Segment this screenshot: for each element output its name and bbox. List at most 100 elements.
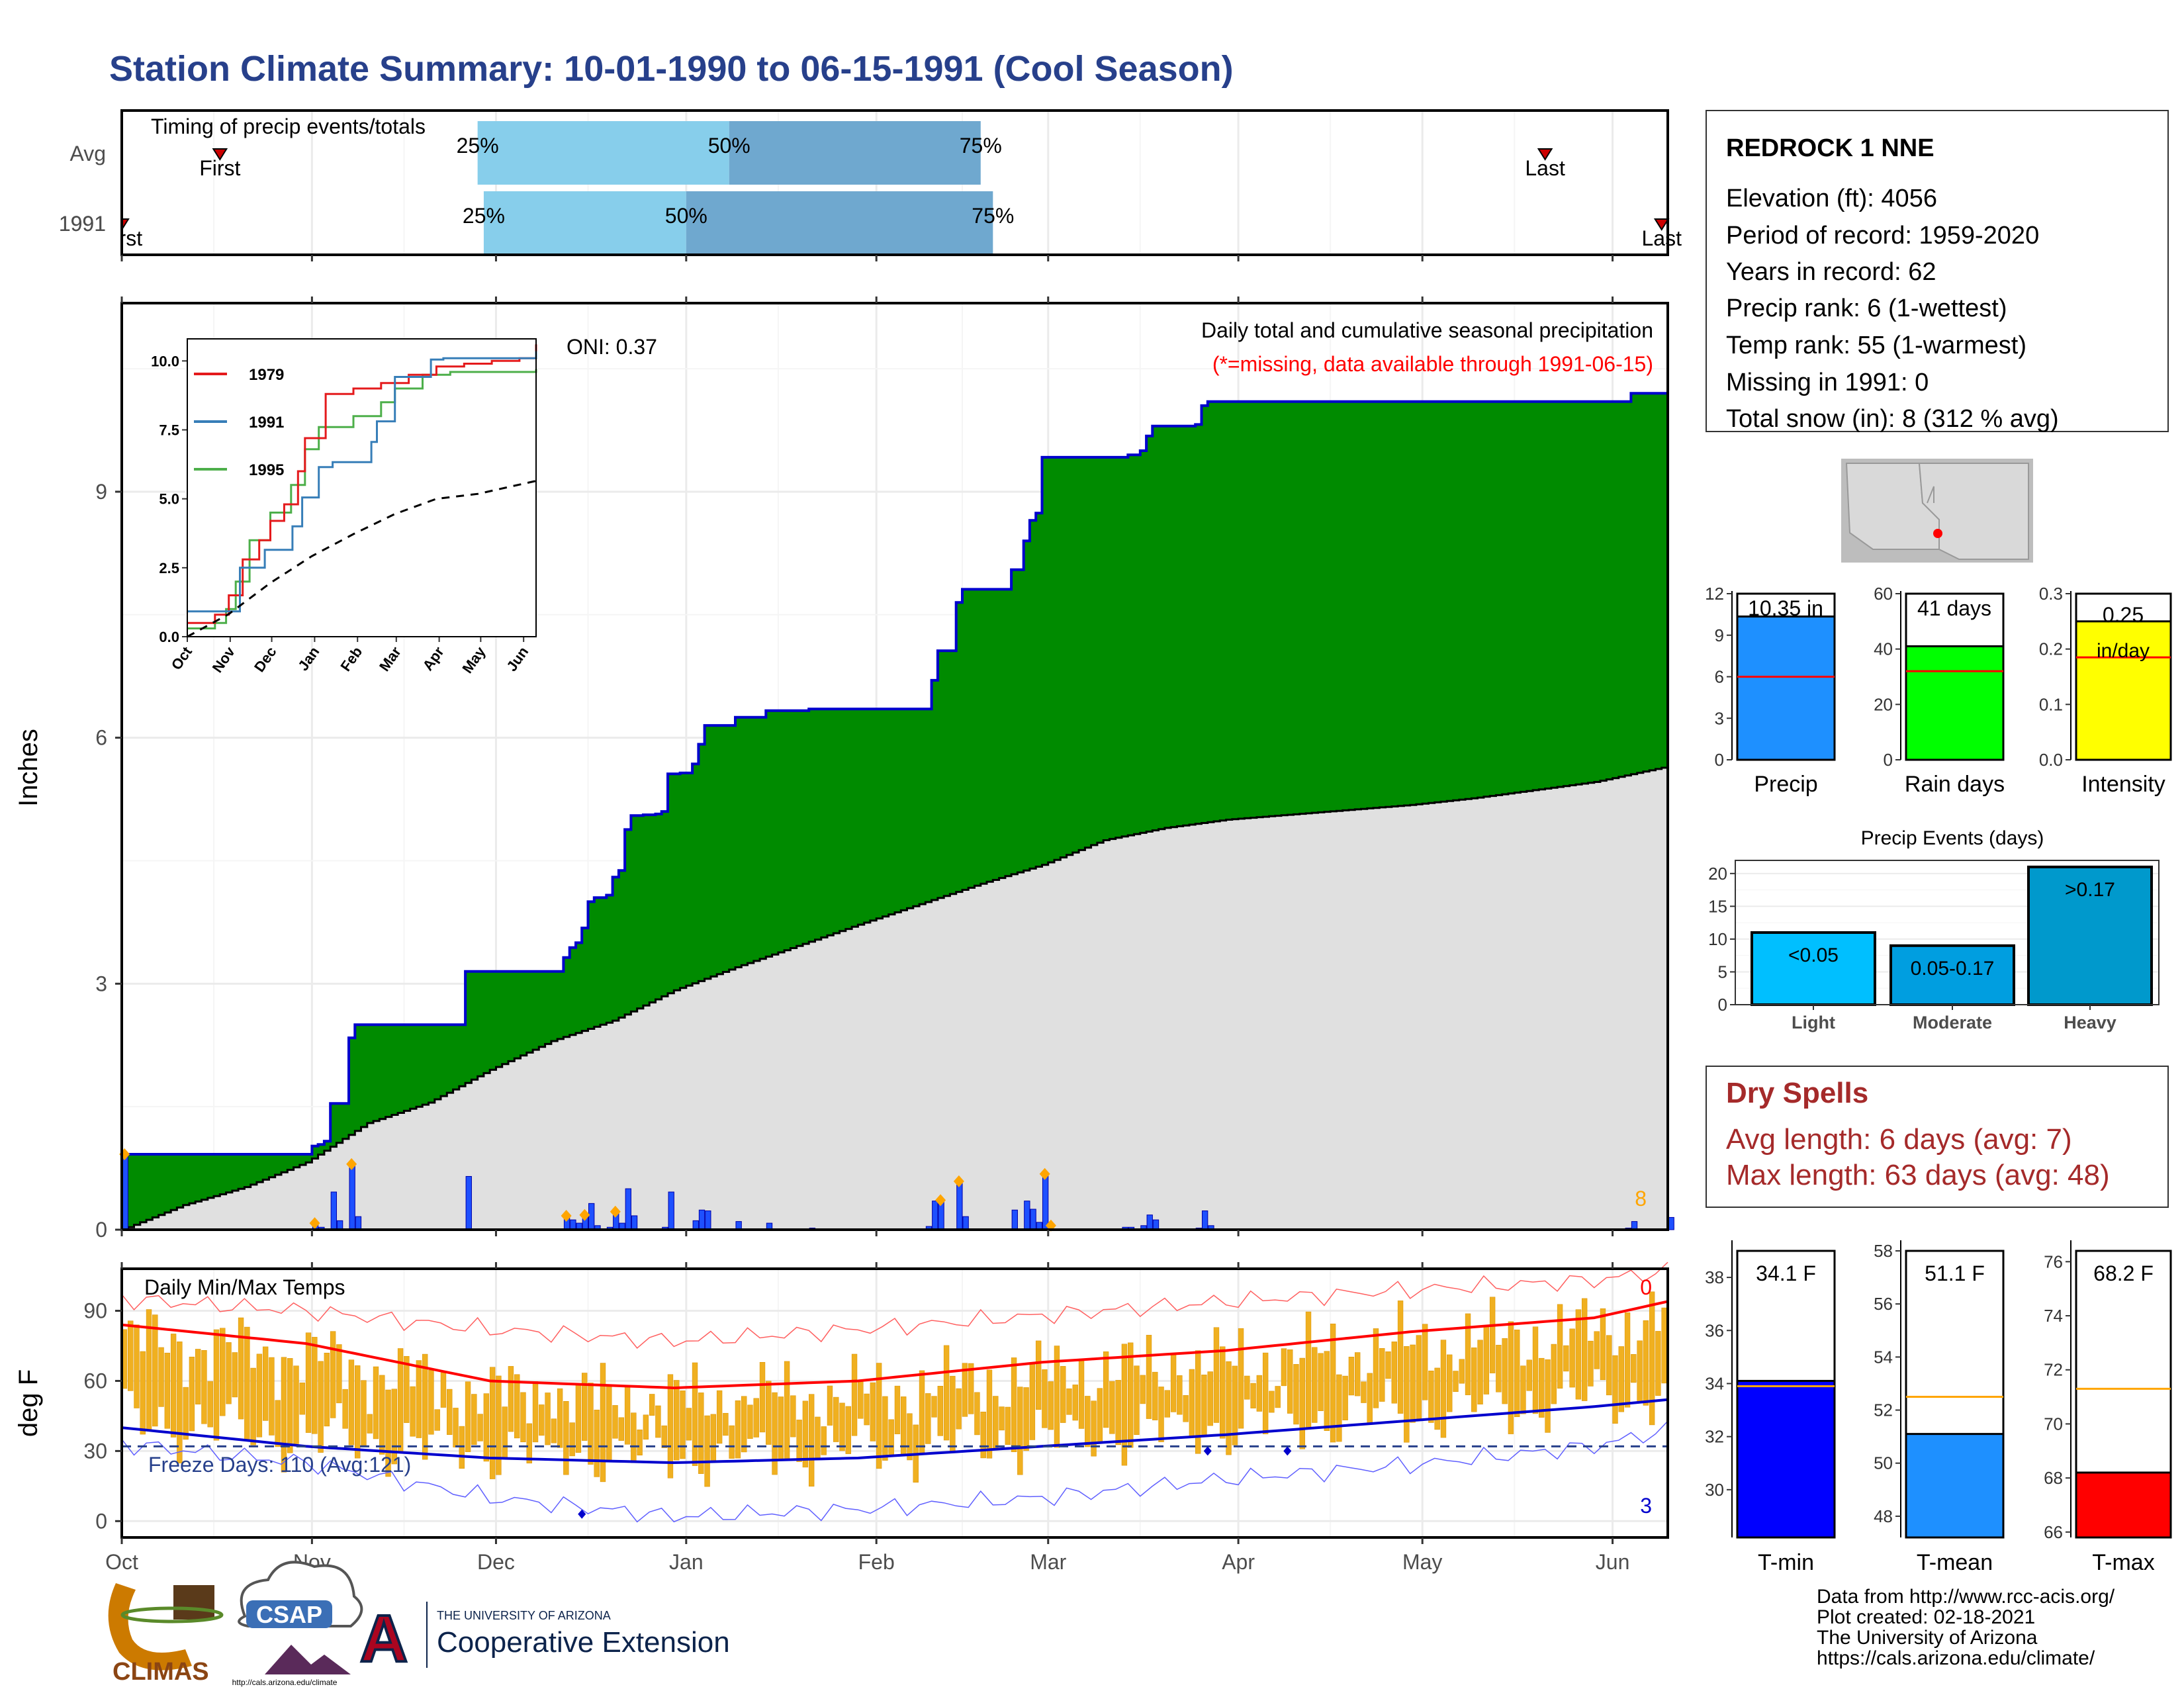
daily-temp-bar (1428, 1370, 1434, 1423)
temp-y-tick-label: 0 (95, 1509, 107, 1533)
map-state-east (1918, 463, 2029, 560)
university-of-arizona-logo[interactable]: A THE UNIVERSITY OF ARIZONA Cooperative … (359, 1600, 730, 1677)
inset-legend-label: 1995 (249, 461, 284, 479)
daily-temp-bar (1422, 1324, 1428, 1400)
daily-temp-bar (453, 1408, 459, 1447)
snow-day-marker (953, 1175, 964, 1187)
hot-days-annotation: 0 (1640, 1275, 1652, 1299)
daily-temp-bar (962, 1363, 968, 1417)
timing-label-50: 50% (665, 204, 707, 228)
daily-precip-bar (1011, 1209, 1018, 1230)
timing-marker-last (1537, 148, 1553, 161)
daily-temp-bar (416, 1360, 422, 1438)
daily-temp-bar (815, 1416, 821, 1459)
timing-marker-last (1653, 218, 1670, 231)
daily-temp-bar (128, 1320, 134, 1391)
daily-temp-bar (434, 1409, 440, 1431)
daily-temp-bar (1557, 1304, 1563, 1389)
daily-temp-bar (1220, 1346, 1226, 1439)
csap-wordmark: CSAP (256, 1601, 322, 1628)
timing-edge-cover (0, 199, 120, 258)
daily-temp-bar (269, 1357, 275, 1436)
daily-temp-bar (164, 1352, 171, 1429)
inset-line-1979 (187, 344, 537, 624)
daily-temp-bar (974, 1392, 980, 1436)
climas-logo[interactable]: CLIMAS (108, 1583, 224, 1686)
daily-temp-bar (483, 1393, 490, 1462)
precip-total-y-tick-label: 12 (1705, 584, 1724, 604)
daily-temp-bar (1643, 1320, 1649, 1406)
daily-temp-bar (1170, 1354, 1177, 1412)
daily-temp-bar (1600, 1308, 1606, 1381)
daily-temp-bar (655, 1405, 661, 1438)
daily-temp-bar (1048, 1381, 1054, 1430)
daily-precip-bar (1030, 1209, 1036, 1230)
daily-temp-bar (1397, 1301, 1404, 1414)
daily-temp-bar (391, 1389, 398, 1465)
daily-temp-bar (1213, 1327, 1220, 1423)
daily-temp-bar (796, 1420, 802, 1462)
daily-temp-bar (772, 1392, 778, 1475)
daily-precip-bar (698, 1209, 705, 1230)
daily-temp-bar (471, 1394, 477, 1445)
daily-temp-bar (1508, 1321, 1514, 1434)
daily-temp-bar (766, 1381, 772, 1445)
daily-temp-bar (545, 1393, 551, 1445)
daily-temp-bar (373, 1366, 379, 1440)
daily-temp-bar (1342, 1375, 1348, 1420)
daily-temp-bar (1121, 1344, 1128, 1466)
daily-precip-bar (932, 1201, 938, 1230)
daily-temp-bar (624, 1385, 631, 1445)
daily-temp-bar (1305, 1311, 1312, 1430)
daily-temp-bar (735, 1400, 741, 1459)
inset-y-tick-label: 5.0 (159, 491, 179, 508)
cold-record-marker (578, 1509, 586, 1519)
climas-ring (120, 1606, 224, 1623)
daily-temp-bar (1097, 1388, 1103, 1444)
snow-day-marker (579, 1209, 590, 1221)
station-line-period: Period of record: 1959-2020 (1726, 222, 2039, 250)
daily-temp-bar (1379, 1348, 1385, 1402)
daily-temp-bar (1539, 1357, 1545, 1418)
timing-label-50: 50% (708, 134, 751, 158)
events-x-label: Moderate (1913, 1013, 1992, 1032)
daily-temp-bar (882, 1396, 888, 1461)
daily-temp-bar (937, 1386, 944, 1436)
daily-temp-bar (520, 1392, 526, 1443)
daily-temp-bar (361, 1380, 367, 1446)
timing-label-first: First (199, 156, 240, 180)
daily-temp-bar (1465, 1313, 1471, 1395)
daily-temp-bar (404, 1355, 410, 1423)
daily-temp-bar (1624, 1312, 1631, 1408)
temp-lines (121, 1261, 1668, 1523)
tmax-x-label: T-max (2092, 1550, 2154, 1575)
daily-temp-bar (152, 1314, 158, 1427)
daily-temp-bar (134, 1324, 140, 1408)
precip-total-y-tick-label: 0 (1715, 750, 1724, 770)
intensity-x-label: Intensity (2081, 772, 2165, 797)
precip-x-ticks (120, 255, 1614, 1236)
daily-temp-bar (256, 1353, 263, 1438)
daily-temp-bar (661, 1425, 667, 1448)
daily-temp-bar (1066, 1388, 1072, 1415)
daily-temp-bar (324, 1352, 330, 1427)
events-x-label: Heavy (2064, 1013, 2116, 1032)
snow-day-marker (935, 1194, 946, 1207)
csap-logo[interactable]: CSAP http://cals.arizona.edu/climate (232, 1561, 363, 1687)
daily-temp-bar (1226, 1361, 1232, 1455)
timing-row-1991-label: 1991 (59, 212, 106, 236)
daily-temp-bar (1447, 1354, 1453, 1412)
small-bar-panels: 0 3 6 9 12 Precip 10.35 in 0 20 40 60 Rain days 41 d… (1705, 584, 2172, 797)
daily-temp-bar (606, 1384, 612, 1461)
daily-temp-bar (1091, 1400, 1097, 1457)
inset-frame (187, 338, 537, 637)
climas-swoosh (108, 1583, 192, 1670)
daily-temp-bar (575, 1383, 582, 1453)
precip-areas (122, 381, 1669, 1231)
daily-temp-bar (581, 1373, 588, 1441)
snow-day-marker (346, 1158, 357, 1170)
daily-temp-bar (1029, 1363, 1036, 1440)
ua-small-text: THE UNIVERSITY OF ARIZONA (437, 1609, 611, 1622)
daily-temp-bar (1250, 1383, 1256, 1408)
